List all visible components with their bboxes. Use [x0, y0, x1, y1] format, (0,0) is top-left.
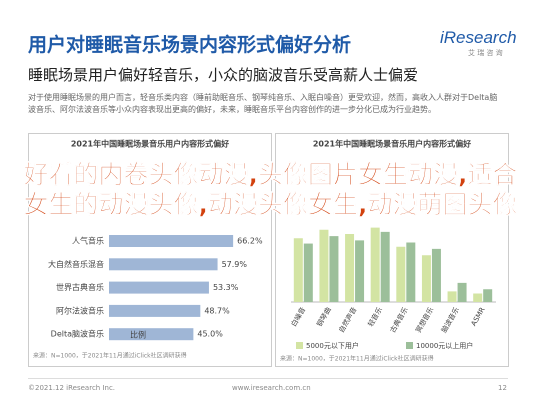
x-tick-label: 自然声音	[337, 306, 359, 335]
x-tick-label: 钢琴曲	[315, 306, 333, 329]
y-tick-label: 世界古典音乐	[56, 282, 104, 292]
bar	[345, 234, 355, 302]
paragraph: 对于使用睡眠场景的用户而言，轻音乐类内容（睡前助眠音乐、钢琴纯音乐、入眠白噪音）…	[28, 93, 498, 114]
legend-swatch	[296, 342, 303, 349]
bar	[447, 291, 457, 302]
bar	[109, 281, 209, 294]
data-label: 48.7%	[204, 306, 230, 315]
legend-swatch	[406, 342, 413, 349]
bar	[293, 238, 303, 302]
page-number: 12	[498, 384, 507, 392]
footer-left: ©2021.12 iResearch Inc.	[28, 384, 116, 392]
data-label: 53.3%	[213, 283, 239, 292]
chart-title: 2021年中国睡眠场景音乐用户内容形式偏好	[313, 139, 471, 149]
x-tick-label: 冥想音乐	[414, 306, 436, 335]
footer-center: www.iresearch.com.cn	[232, 384, 311, 392]
bar	[406, 242, 416, 302]
bar	[303, 243, 313, 302]
y-tick-label: 大自然音乐混音	[48, 259, 104, 269]
subtitle: 睡眠场景用户偏好轻音乐，小众的脑波音乐受高薪人士偏爱	[28, 66, 419, 84]
bar	[473, 293, 483, 302]
bar	[421, 255, 431, 302]
bar	[329, 236, 339, 302]
y-tick-label: Delta脑波音乐	[51, 329, 104, 339]
y-tick-label: 阿尔法波音乐	[56, 305, 104, 315]
bar	[380, 231, 390, 302]
bar	[109, 304, 201, 317]
chart-box: 2021年中国睡眠场景音乐用户内容形式偏好白噪音 钢琴曲 自然声音 轻音乐 古典音乐 冥想…	[275, 133, 509, 367]
x-tick-label: 古典音乐	[388, 306, 410, 335]
logo: iResearch	[440, 28, 517, 47]
x-tick-label: ASMR	[470, 306, 487, 328]
chart-title: 2021年中国睡眠场景音乐用户内容形式偏好	[71, 139, 229, 149]
legend-label: 比例	[130, 330, 146, 340]
x-tick-label: 脑波音乐	[439, 306, 461, 335]
title: 用户对睡眠音乐场景内容形式偏好分析	[28, 34, 352, 56]
x-tick-label: 白噪音	[289, 306, 307, 329]
chart-box: 2021年中国睡眠场景音乐用户内容形式偏好 人气音乐 66.2% 大自然音乐混音 57.…	[28, 133, 272, 367]
bar	[396, 246, 406, 302]
bar	[483, 289, 493, 302]
overlay-text: 好看的内卷头像动漫,头像图片女生动漫,适合女生的动漫头像,动漫头像女生,动漫萌图…	[23, 160, 518, 220]
data-label: 57.9%	[222, 260, 248, 269]
bar	[109, 258, 218, 271]
legend-swatch	[119, 331, 126, 338]
bar	[319, 229, 329, 302]
data-label: 45.0%	[197, 330, 223, 339]
bar	[370, 227, 380, 302]
divider	[28, 378, 508, 379]
bar	[109, 235, 234, 247]
legend-label: 10000元以上用户	[416, 341, 473, 350]
legend-label: 5000元以下用户	[306, 341, 359, 350]
y-tick-label: 人气音乐	[72, 236, 104, 246]
bar	[109, 328, 194, 341]
bar	[457, 282, 467, 302]
data-label: 66.2%	[237, 237, 263, 246]
logo-sub: 艾 瑞 咨 询	[468, 49, 503, 57]
x-tick-label: 轻音乐	[366, 306, 384, 329]
source-note: 来源：N=1000，于2021年11月通过iClick社区调研获得	[33, 352, 187, 360]
bar	[431, 248, 441, 302]
source-note: 来源：N=1000，于2021年11月通过iClick社区调研获得	[280, 355, 434, 363]
bar	[355, 240, 365, 302]
